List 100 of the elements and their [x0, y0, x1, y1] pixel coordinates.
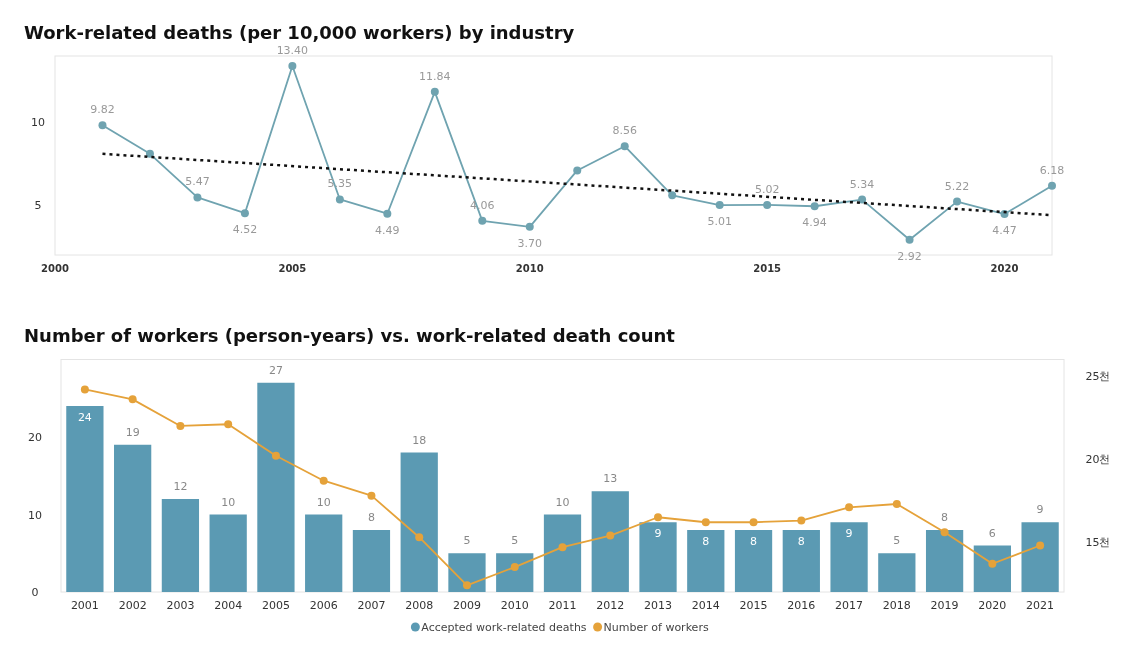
data-label: 9	[845, 527, 853, 541]
data-label: 10	[316, 495, 331, 509]
point	[940, 528, 949, 537]
bar	[496, 553, 534, 592]
data-label: 13	[603, 472, 618, 486]
bar	[161, 499, 200, 592]
x-tick-label: 2008	[405, 599, 434, 612]
bar	[352, 530, 391, 592]
point	[510, 563, 519, 572]
point	[988, 559, 997, 568]
point	[763, 200, 772, 209]
point	[892, 499, 901, 508]
point	[224, 420, 233, 429]
y-tick-label: 0	[31, 586, 39, 599]
x-tick-label: 2020	[978, 599, 1007, 612]
bar	[305, 514, 343, 592]
bar	[66, 406, 104, 592]
bar	[448, 553, 486, 592]
y2-tick-label: 15천	[1085, 536, 1111, 550]
x-tick-label: 2009	[452, 599, 481, 612]
bar	[973, 545, 1011, 592]
data-label: 5.02	[754, 182, 780, 196]
data-label: 4.52	[232, 223, 258, 237]
data-label: 8	[750, 535, 758, 548]
point	[288, 61, 297, 70]
x-tick-label: 2020	[990, 263, 1019, 274]
bar	[830, 522, 868, 592]
point	[145, 149, 154, 158]
x-tick-label: 2015	[753, 263, 782, 274]
point	[128, 395, 137, 404]
bar	[1021, 522, 1059, 592]
bar	[209, 514, 247, 592]
point	[80, 385, 89, 394]
bar	[639, 522, 677, 592]
bar	[925, 530, 964, 592]
y-tick-label: 5	[34, 199, 42, 213]
data-label: 19	[125, 425, 140, 439]
bar	[400, 452, 438, 592]
data-label: 8	[941, 511, 949, 524]
point	[1036, 541, 1045, 550]
point	[193, 193, 202, 202]
point	[606, 531, 615, 540]
point	[668, 191, 677, 200]
data-label: 9.82	[90, 103, 115, 117]
point	[858, 195, 867, 204]
data-label: 6.18	[1039, 163, 1065, 177]
bar	[734, 530, 773, 592]
point	[383, 209, 392, 218]
x-tick-label: 2001	[70, 599, 99, 612]
legend-label: Number of workers	[603, 621, 709, 634]
x-tick-label: 2016	[787, 599, 816, 612]
point	[953, 197, 962, 206]
bar	[114, 444, 152, 592]
x-tick-label: 2017	[835, 599, 864, 612]
y-tick-label: 20	[28, 431, 42, 444]
x-tick-label: 2002	[118, 599, 147, 612]
x-tick-label: 2003	[166, 599, 195, 612]
point	[715, 201, 724, 210]
data-label: 5.01	[707, 215, 732, 229]
data-label: 12	[173, 480, 188, 493]
data-label: 3.70	[517, 236, 543, 250]
point	[430, 87, 439, 96]
x-tick-label: 2014	[691, 599, 720, 612]
chart-title: Number of workers (person-years) vs. work-related death count	[24, 325, 676, 346]
data-label: 8.56	[612, 124, 637, 138]
point	[240, 209, 249, 218]
bar	[782, 530, 820, 592]
data-label: 18	[412, 433, 427, 447]
point	[905, 235, 914, 244]
x-tick-label: 2011	[548, 599, 577, 612]
y-tick-label: 10	[31, 116, 45, 130]
x-tick-label: 2021	[1026, 599, 1055, 612]
x-tick-label: 2019	[930, 599, 959, 612]
x-tick-label: 2007	[357, 599, 386, 612]
x-tick-label: 2005	[278, 263, 307, 274]
bar	[878, 553, 916, 592]
x-tick-label: 2012	[596, 599, 625, 612]
data-label: 8	[797, 535, 805, 548]
point	[797, 516, 806, 525]
data-label: 11.84	[419, 69, 451, 83]
x-tick-label: 2018	[882, 599, 911, 612]
data-label: 9	[654, 527, 662, 541]
bar	[543, 514, 582, 592]
point	[654, 513, 663, 522]
data-label: 9	[1036, 503, 1044, 517]
data-label: 5	[511, 534, 519, 548]
point	[176, 421, 185, 430]
x-tick-label: 2005	[261, 599, 290, 612]
point	[319, 476, 328, 485]
legend-label: Accepted work-related deaths	[421, 621, 587, 634]
x-tick-label: 2006	[309, 599, 338, 612]
data-label: 4.94	[802, 216, 827, 230]
x-tick-label: 2013	[644, 599, 673, 612]
point	[749, 518, 758, 527]
data-label: 5.22	[944, 179, 970, 193]
point	[415, 533, 424, 542]
data-label: 8	[702, 535, 710, 548]
point	[845, 503, 854, 512]
point	[1048, 181, 1056, 190]
y2-tick-label: 25천	[1085, 370, 1111, 384]
